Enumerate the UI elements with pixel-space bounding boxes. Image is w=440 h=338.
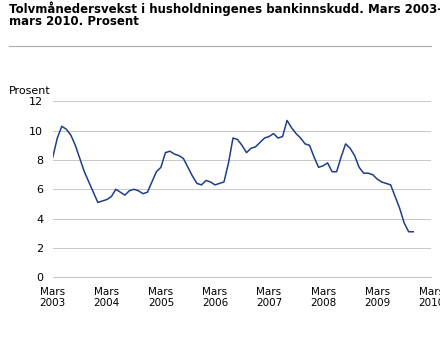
Text: Tolvmånedersvekst i husholdningenes bankinnskudd. Mars 2003-: Tolvmånedersvekst i husholdningenes bank… [9,2,440,16]
Text: mars 2010. Prosent: mars 2010. Prosent [9,15,139,28]
Text: Prosent: Prosent [9,86,51,96]
